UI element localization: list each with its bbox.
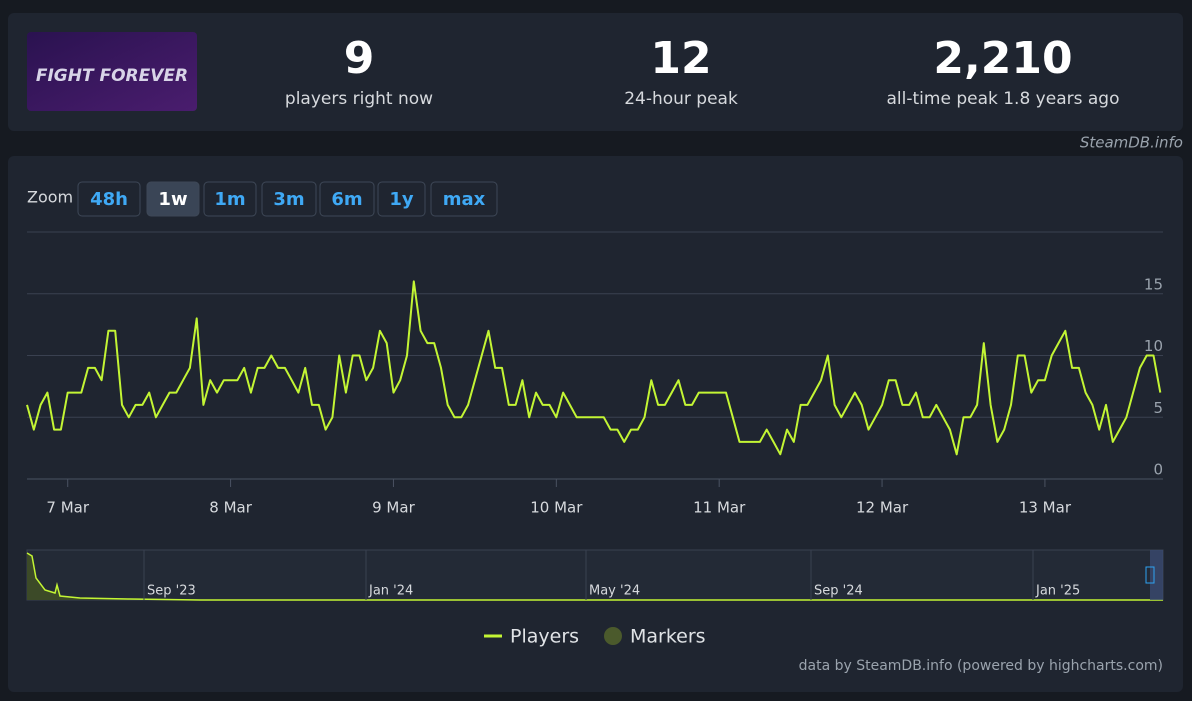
y-tick-label: 0 xyxy=(1153,461,1163,479)
stat-value: 9 xyxy=(344,33,375,84)
navigator-label: Jan '25 xyxy=(1035,584,1080,599)
data-line xyxy=(26,280,1162,456)
x-tick-label: 9 Mar xyxy=(372,499,415,517)
navigator-line xyxy=(26,552,1163,601)
x-tick-label: 8 Mar xyxy=(209,499,252,517)
stat-label: all-time peak 1.8 years ago xyxy=(887,89,1120,109)
y-tick-label: 10 xyxy=(1144,337,1163,355)
y-tick-label: 15 xyxy=(1144,275,1163,293)
y-tick-label: 5 xyxy=(1153,399,1163,417)
stat-label: players right now xyxy=(285,89,433,109)
navigator-label: Jan '24 xyxy=(368,584,413,599)
logo-text: FIGHT FOREVER xyxy=(36,66,188,86)
navigator-selection[interactable] xyxy=(1150,550,1163,600)
zoom-button[interactable] xyxy=(319,181,375,217)
x-tick-label: 12 Mar xyxy=(856,499,909,517)
navigator-label: Sep '23 xyxy=(147,584,196,599)
x-tick-label: 13 Mar xyxy=(1019,499,1072,517)
navigator-handle[interactable] xyxy=(1145,566,1155,584)
legend-swatch xyxy=(604,627,622,645)
zoom-button-label[interactable]: 6m xyxy=(331,189,362,210)
zoom-button[interactable] xyxy=(146,181,200,217)
game-logo xyxy=(27,32,197,111)
x-tick-label: 10 Mar xyxy=(530,499,583,517)
zoom-button-label[interactable]: 48h xyxy=(90,189,128,210)
zoom-button[interactable] xyxy=(430,181,498,217)
legend-label[interactable]: Players xyxy=(510,626,579,648)
stat-label: 24-hour peak xyxy=(624,89,738,109)
navigator-label: May '24 xyxy=(589,584,640,599)
zoom-button-label[interactable]: 1w xyxy=(158,189,187,210)
navigator-label: Sep '24 xyxy=(814,584,863,599)
zoom-button[interactable] xyxy=(203,181,257,217)
zoom-button-label[interactable]: 1m xyxy=(214,189,245,210)
legend-label[interactable]: Markers xyxy=(630,626,706,648)
zoom-button-label[interactable]: 3m xyxy=(273,189,304,210)
zoom-button[interactable] xyxy=(377,181,426,217)
zoom-button-label[interactable]: 1y xyxy=(389,189,414,210)
zoom-button[interactable] xyxy=(77,181,141,217)
credit: data by SteamDB.info (powered by highcha… xyxy=(799,658,1163,674)
x-tick-label: 7 Mar xyxy=(46,499,89,517)
stat-value: 12 xyxy=(650,33,711,84)
source: SteamDB.info xyxy=(1080,134,1183,152)
zoom-label: Zoom xyxy=(27,188,73,207)
stat-value: 2,210 xyxy=(933,33,1072,84)
zoom-button[interactable] xyxy=(261,181,317,217)
stats-card xyxy=(8,13,1183,131)
x-tick-label: 11 Mar xyxy=(693,499,746,517)
zoom-button-label[interactable]: max xyxy=(443,189,486,210)
